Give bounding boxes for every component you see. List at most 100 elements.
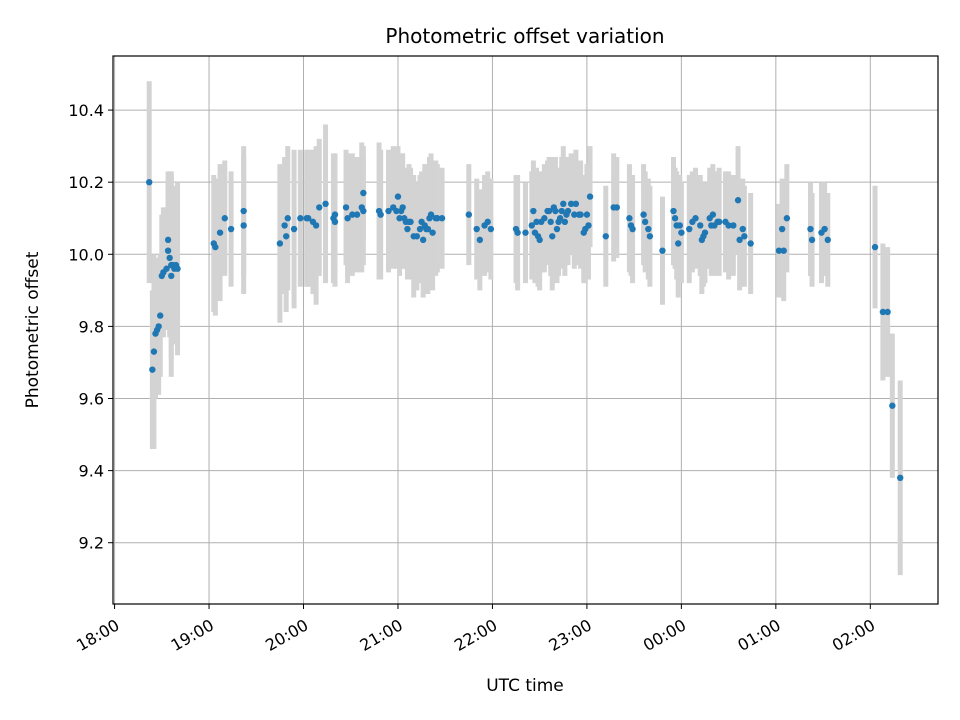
data-point (434, 215, 441, 222)
data-point (571, 211, 578, 218)
data-point (783, 215, 791, 222)
data-point (166, 254, 173, 262)
data-point (297, 215, 304, 222)
data-point (385, 207, 392, 215)
data-point (553, 225, 561, 233)
y-tick-label: 9.2 (79, 534, 104, 553)
data-point (780, 247, 787, 254)
data-point (377, 211, 384, 218)
data-point (216, 229, 224, 236)
data-point (522, 229, 529, 236)
data-point (528, 222, 535, 229)
y-tick-label: 10.4 (68, 101, 104, 120)
data-point (715, 218, 723, 226)
data-point (419, 236, 427, 244)
data-point (393, 207, 400, 215)
data-point (227, 225, 235, 233)
data-point (163, 265, 170, 272)
data-point (438, 215, 446, 222)
data-point (530, 207, 537, 215)
data-point (678, 229, 685, 236)
data-point (626, 215, 633, 222)
data-point (150, 348, 158, 355)
y-tick-label: 10.2 (68, 173, 104, 192)
data-point (545, 207, 553, 215)
data-point (701, 229, 709, 236)
data-point (709, 211, 717, 218)
data-point (552, 207, 559, 215)
data-point (413, 233, 421, 240)
data-point (741, 233, 748, 240)
plot-frame (112, 55, 939, 605)
data-point (692, 215, 699, 222)
data-point (404, 225, 411, 233)
data-point (465, 211, 473, 218)
data-point (429, 229, 436, 236)
data-point (427, 211, 435, 218)
data-point (416, 225, 424, 233)
data-point (360, 207, 367, 215)
data-point (276, 240, 284, 247)
data-point (671, 215, 679, 222)
data-point (476, 236, 484, 244)
data-point (897, 474, 904, 482)
data-point (394, 193, 402, 200)
data-point (240, 207, 247, 215)
data-point (602, 233, 609, 240)
data-point (322, 200, 329, 208)
data-point (360, 189, 367, 197)
data-point (824, 236, 831, 244)
data-point (775, 247, 783, 254)
data-point (399, 204, 406, 211)
data-point (807, 225, 814, 233)
data-point (558, 207, 565, 215)
data-point (739, 225, 746, 233)
data-point (331, 218, 339, 226)
data-point (536, 236, 543, 244)
data-point (725, 222, 732, 229)
data-point (646, 233, 654, 240)
data-point (146, 178, 153, 186)
data-point (564, 207, 572, 215)
data-points (146, 178, 904, 482)
data-point (567, 200, 575, 208)
y-tick-label: 9.4 (79, 462, 104, 481)
data-point (349, 211, 356, 218)
data-point (164, 236, 172, 244)
data-point (686, 225, 693, 233)
data-point (407, 218, 414, 226)
data-point (629, 225, 636, 233)
data-point (174, 265, 181, 272)
y-axis-title: Photometric offset (23, 251, 43, 408)
data-point (871, 243, 879, 251)
data-point (585, 222, 592, 229)
data-point (533, 218, 540, 226)
data-point (487, 225, 495, 233)
data-point (240, 222, 247, 229)
chart-title: Photometric offset variation (385, 24, 664, 48)
data-point (353, 211, 361, 218)
data-point (284, 215, 291, 222)
data-point (212, 243, 219, 251)
data-point (342, 204, 350, 211)
y-tick-label: 9.6 (79, 390, 104, 409)
data-point (312, 222, 320, 229)
data-point (157, 312, 164, 319)
data-point (645, 225, 652, 233)
data-point (155, 323, 162, 330)
data-point (577, 211, 584, 218)
data-point (281, 222, 288, 229)
data-point (290, 225, 298, 233)
data-point (879, 308, 887, 316)
data-point (149, 366, 156, 373)
y-tick-label: 10.0 (68, 245, 104, 264)
data-point (676, 222, 683, 229)
data-point (572, 200, 580, 208)
y-tick-label: 9.8 (79, 317, 104, 336)
data-point (640, 211, 647, 218)
data-point (344, 215, 351, 222)
data-point (424, 225, 432, 233)
data-point (549, 233, 556, 240)
